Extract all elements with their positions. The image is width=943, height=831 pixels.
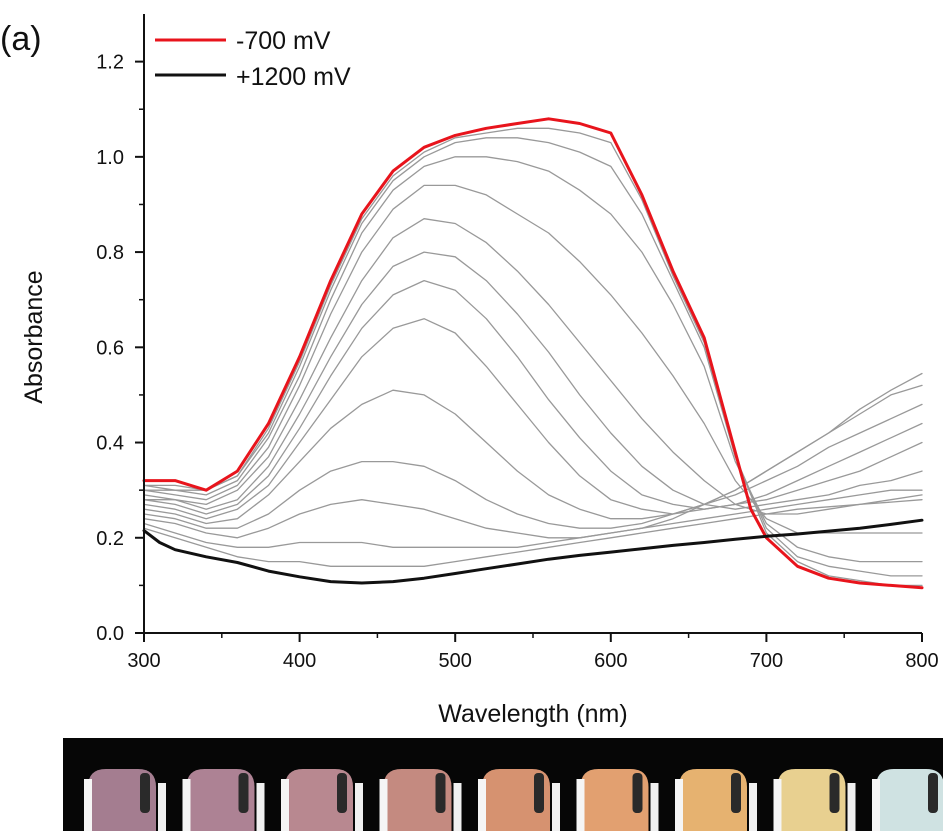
y-tick-label: 0.4	[96, 433, 124, 455]
vial-electrode	[731, 773, 741, 813]
vial-glare	[847, 783, 856, 831]
vial-glare	[749, 783, 757, 831]
vial-glare	[158, 783, 166, 831]
vial-electrode	[928, 773, 938, 813]
vial-glare	[773, 779, 782, 831]
vial-glare	[650, 783, 659, 831]
vial	[383, 769, 452, 831]
spectrum-intermediate-line	[143, 184, 923, 534]
vial	[679, 769, 747, 831]
panel-label: (a)	[0, 20, 42, 58]
vial-electrode	[829, 773, 840, 813]
vial	[482, 769, 550, 831]
y-tick-label: 0.6	[96, 337, 124, 359]
x-tick-label: 800	[905, 650, 938, 672]
vial-glare	[675, 779, 683, 831]
vial-glare	[576, 779, 585, 831]
y-tick-label: 0.2	[96, 528, 124, 550]
series-layer	[142, 117, 924, 590]
vial-glare	[453, 783, 462, 831]
vial-electrode	[534, 773, 544, 813]
spectrum-intermediate-line	[143, 372, 923, 539]
vial-glare	[478, 779, 486, 831]
vial-photo-strip	[63, 738, 943, 831]
vial-glare	[84, 779, 92, 831]
plot-area: 300 400 500 600 700 800 0.0 0.2 0.4 0.6 0.8 1.0 1.2	[96, 14, 939, 672]
x-tick-label: 400	[283, 650, 316, 672]
vial-glare	[379, 779, 388, 831]
spectrum-intermediate-line	[143, 156, 923, 563]
vial-electrode	[435, 773, 446, 813]
legend: -700 mV +1200 mV	[155, 27, 351, 91]
vial-electrode	[238, 773, 249, 813]
spectrum-oxidized-line	[142, 518, 924, 585]
y-tick-label: 1.2	[96, 52, 124, 74]
vial-glare	[182, 779, 191, 831]
spectrum-intermediate-line	[143, 127, 923, 587]
vial-glare	[872, 779, 880, 831]
vial-glare	[355, 783, 363, 831]
spectrum-intermediate-line	[143, 251, 923, 510]
vial-electrode	[337, 773, 347, 813]
vial-glare	[281, 779, 289, 831]
spectrum-reduced-line	[142, 117, 924, 590]
vial-glare	[552, 783, 560, 831]
vial	[876, 769, 943, 831]
x-tick-label: 500	[439, 650, 472, 672]
spectrum-intermediate-line	[143, 499, 923, 567]
vial-glare	[256, 783, 265, 831]
y-axis-title: Absorbance	[20, 270, 48, 403]
spectrum-intermediate-line	[143, 489, 923, 548]
spectrum-intermediate-line	[143, 137, 923, 577]
x-axis-title: Wavelength (nm)	[438, 700, 627, 728]
vials	[84, 769, 943, 831]
vial	[186, 769, 255, 831]
vial	[580, 769, 649, 831]
vial	[285, 769, 353, 831]
y-tick-label: 0.0	[96, 623, 124, 645]
y-tick-label: 1.0	[96, 147, 124, 169]
x-tick-label: 600	[594, 650, 627, 672]
vial	[777, 769, 846, 831]
legend-label-reduced: -700 mV	[236, 27, 331, 55]
spectrum-intermediate-line	[143, 318, 923, 520]
vial-electrode	[632, 773, 643, 813]
ticks: 300 400 500 600 700 800 0.0 0.2 0.4 0.6 0.8 1.0 1.2	[96, 52, 939, 672]
spectrum-intermediate-line	[143, 279, 923, 515]
x-tick-label: 300	[127, 650, 160, 672]
y-tick-label: 0.8	[96, 242, 124, 264]
vial-electrode	[140, 773, 150, 813]
vial	[88, 769, 156, 831]
x-tick-label: 700	[750, 650, 783, 672]
spectrum-intermediate-line	[143, 218, 923, 515]
spectrum-intermediate-line	[143, 389, 923, 525]
legend-label-oxidized: +1200 mV	[236, 63, 351, 91]
